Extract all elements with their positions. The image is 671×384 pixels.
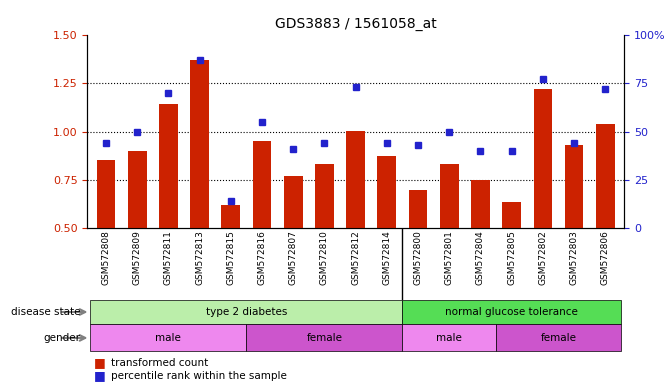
Bar [596,124,615,228]
Bar [127,151,146,228]
Text: ■: ■ [94,356,106,369]
Bar [91,300,403,324]
Bar [253,141,271,228]
Text: GSM572805: GSM572805 [507,231,516,285]
Text: GSM572815: GSM572815 [226,231,236,285]
Text: percentile rank within the sample: percentile rank within the sample [111,371,287,381]
Text: gender: gender [44,333,81,343]
Text: male: male [436,333,462,343]
Text: GSM572804: GSM572804 [476,231,485,285]
Bar [440,164,458,228]
Text: normal glucose tolerance: normal glucose tolerance [446,307,578,317]
Bar [503,202,521,228]
Bar [190,60,209,228]
Text: GSM572801: GSM572801 [445,231,454,285]
Text: disease state: disease state [11,307,81,317]
Bar [159,104,178,228]
Text: GSM572812: GSM572812 [351,231,360,285]
Text: type 2 diabetes: type 2 diabetes [206,307,287,317]
Text: GSM572813: GSM572813 [195,231,204,285]
Text: transformed count: transformed count [111,358,208,368]
Text: female: female [307,333,342,343]
Text: ■: ■ [94,369,106,382]
Text: GSM572807: GSM572807 [289,231,298,285]
Text: GSM572814: GSM572814 [382,231,391,285]
Bar [409,190,427,228]
Bar [378,156,396,228]
Bar [221,205,240,228]
Text: female: female [540,333,576,343]
Bar [97,160,115,228]
Bar [315,164,333,228]
Bar [565,145,584,228]
Text: GSM572800: GSM572800 [413,231,423,285]
Text: GSM572809: GSM572809 [133,231,142,285]
Bar [284,176,303,228]
Text: GSM572802: GSM572802 [538,231,548,285]
Bar [346,131,365,228]
Text: GSM572811: GSM572811 [164,231,173,285]
Bar [91,324,246,351]
Bar [403,300,621,324]
Bar [496,324,621,351]
Text: GSM572816: GSM572816 [258,231,266,285]
Title: GDS3883 / 1561058_at: GDS3883 / 1561058_at [274,17,437,31]
Bar [246,324,403,351]
Text: GSM572806: GSM572806 [601,231,610,285]
Bar [533,89,552,228]
Text: male: male [156,333,181,343]
Bar [403,324,496,351]
Text: GSM572803: GSM572803 [570,231,578,285]
Text: GSM572808: GSM572808 [101,231,111,285]
Text: GSM572810: GSM572810 [320,231,329,285]
Bar [471,180,490,228]
